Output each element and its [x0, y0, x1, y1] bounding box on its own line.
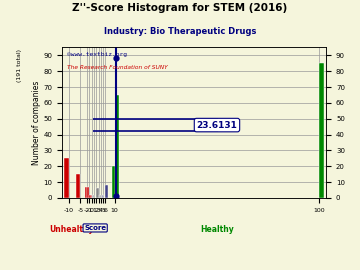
Bar [90, 195, 91, 198]
Bar [319, 63, 324, 198]
Bar [96, 188, 99, 198]
Bar [92, 195, 93, 198]
Text: Healthy: Healthy [200, 225, 234, 234]
Bar [64, 158, 69, 198]
Bar [76, 174, 80, 198]
Bar [102, 195, 103, 198]
Y-axis label: Number of companies: Number of companies [32, 80, 41, 165]
Bar [85, 187, 87, 198]
Bar [114, 95, 119, 198]
Bar [103, 195, 104, 198]
Bar [112, 166, 117, 198]
Bar [93, 195, 94, 198]
Text: Industry: Bio Therapeutic Drugs: Industry: Bio Therapeutic Drugs [104, 27, 256, 36]
Text: (191 total): (191 total) [17, 49, 22, 82]
Text: Unhealthy: Unhealthy [49, 225, 94, 234]
Bar [99, 195, 100, 198]
Text: Score: Score [84, 225, 106, 231]
Bar [87, 187, 90, 198]
Text: ©www.textbiz.org: ©www.textbiz.org [67, 52, 127, 57]
Text: Z''-Score Histogram for STEM (2016): Z''-Score Histogram for STEM (2016) [72, 3, 288, 13]
Bar [105, 185, 108, 198]
Bar [100, 195, 101, 198]
Text: The Research Foundation of SUNY: The Research Foundation of SUNY [67, 65, 168, 70]
Text: 23.6131: 23.6131 [197, 121, 237, 130]
Bar [91, 195, 92, 198]
